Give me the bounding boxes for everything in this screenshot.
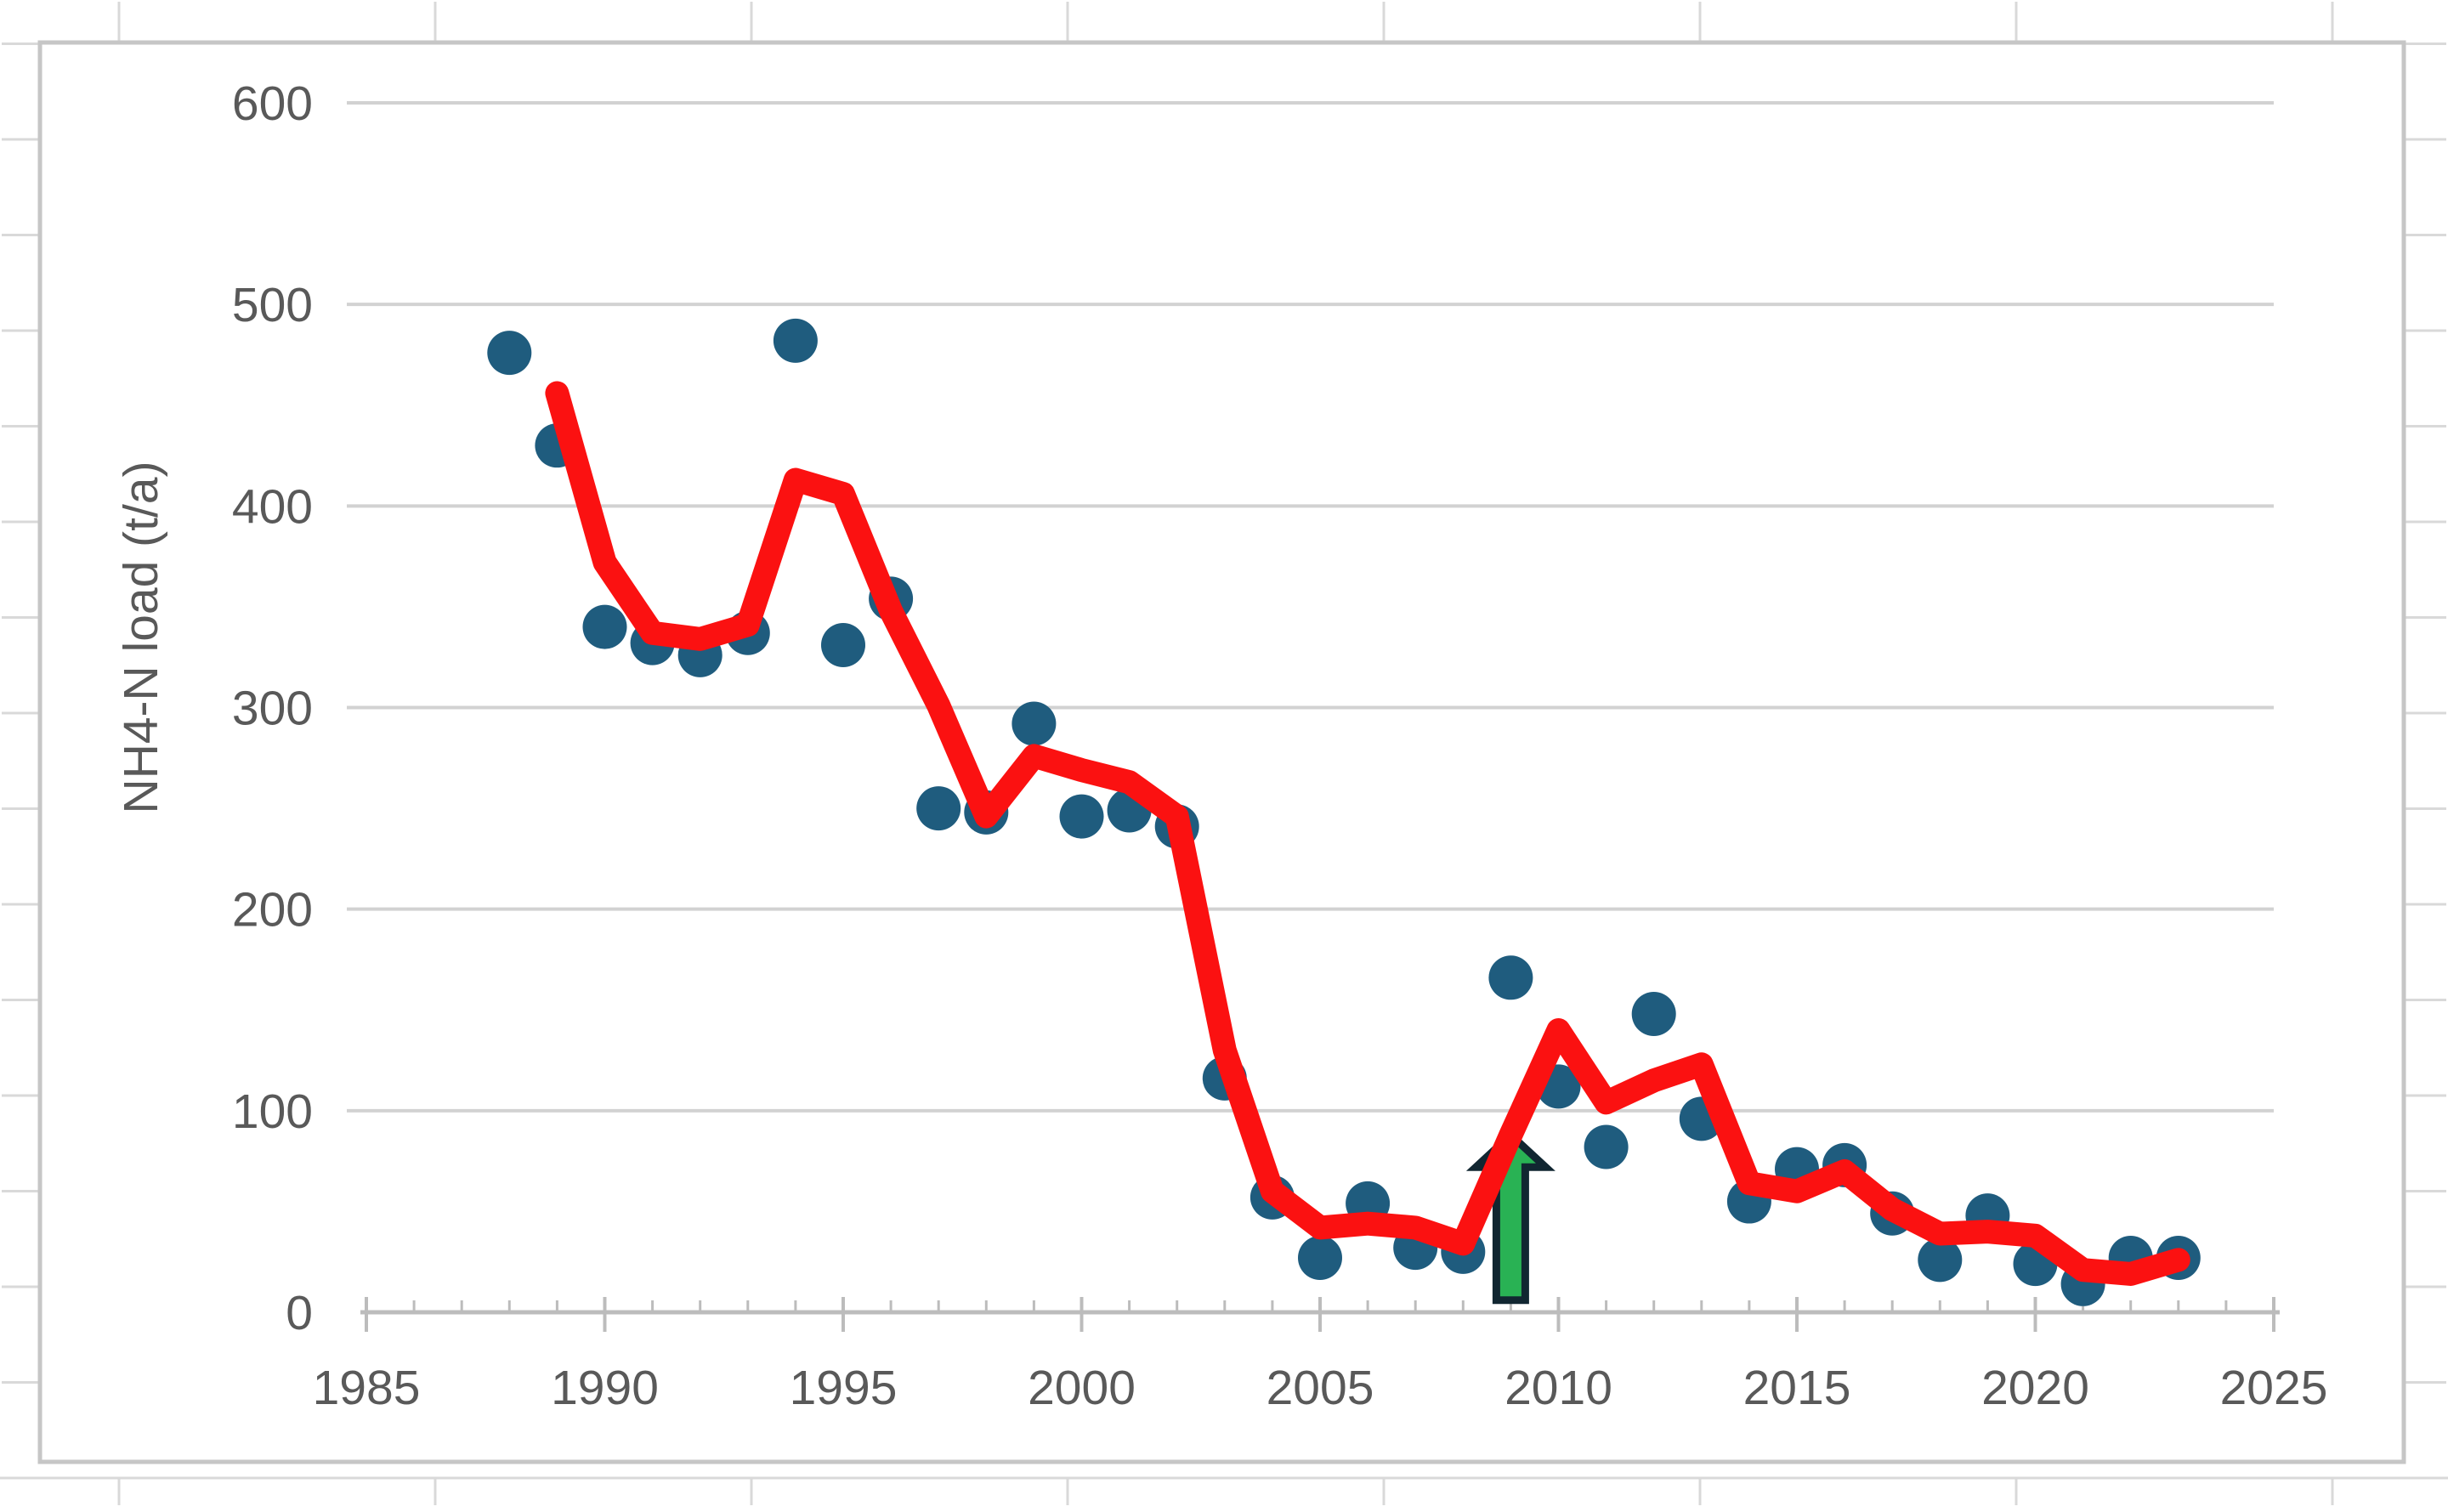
y-axis-title: NH4-N load (t/a) (114, 462, 168, 814)
y-tick-label: 300 (232, 682, 313, 736)
x-tick-label: 1995 (790, 1361, 898, 1415)
y-axis-tick-labels: 0 100 200 300 400 500 600 (232, 76, 313, 1340)
x-tick-label: 2010 (1504, 1361, 1612, 1415)
scatter-point (487, 331, 532, 376)
y-tick-label: 100 (232, 1084, 313, 1139)
scatter-point (821, 622, 865, 667)
y-tick-label: 500 (232, 278, 313, 332)
scatter-point (1918, 1237, 1963, 1283)
y-tick-label: 0 (286, 1286, 313, 1340)
x-tick-label: 1985 (313, 1361, 421, 1415)
y-tick-label: 600 (232, 76, 313, 131)
scatter-point (916, 786, 961, 831)
scatter-point (582, 604, 627, 649)
scatter-point (1298, 1235, 1342, 1280)
scatter-point (1584, 1124, 1629, 1169)
x-tick-label: 2000 (1028, 1361, 1136, 1415)
scatter-point (1631, 991, 1676, 1036)
x-tick-label: 2020 (1981, 1361, 2089, 1415)
trend-line (545, 381, 2190, 1286)
y-tick-label: 200 (232, 883, 313, 937)
scatter-point (1059, 794, 1104, 839)
x-tick-label: 2005 (1266, 1361, 1374, 1415)
gridlines (347, 101, 2274, 1113)
scatter-point (773, 318, 818, 363)
y-tick-label: 400 (232, 479, 313, 534)
x-axis (360, 1297, 2280, 1332)
scatter-point (1488, 955, 1533, 1000)
scatter-point (1012, 701, 1057, 746)
x-axis-tick-labels: 1985 1990 1995 2000 2005 2010 2015 2020 2025 (313, 1361, 2328, 1415)
x-tick-label: 1990 (551, 1361, 659, 1415)
x-tick-label: 2015 (1743, 1361, 1851, 1415)
x-tick-label: 2025 (2220, 1361, 2328, 1415)
